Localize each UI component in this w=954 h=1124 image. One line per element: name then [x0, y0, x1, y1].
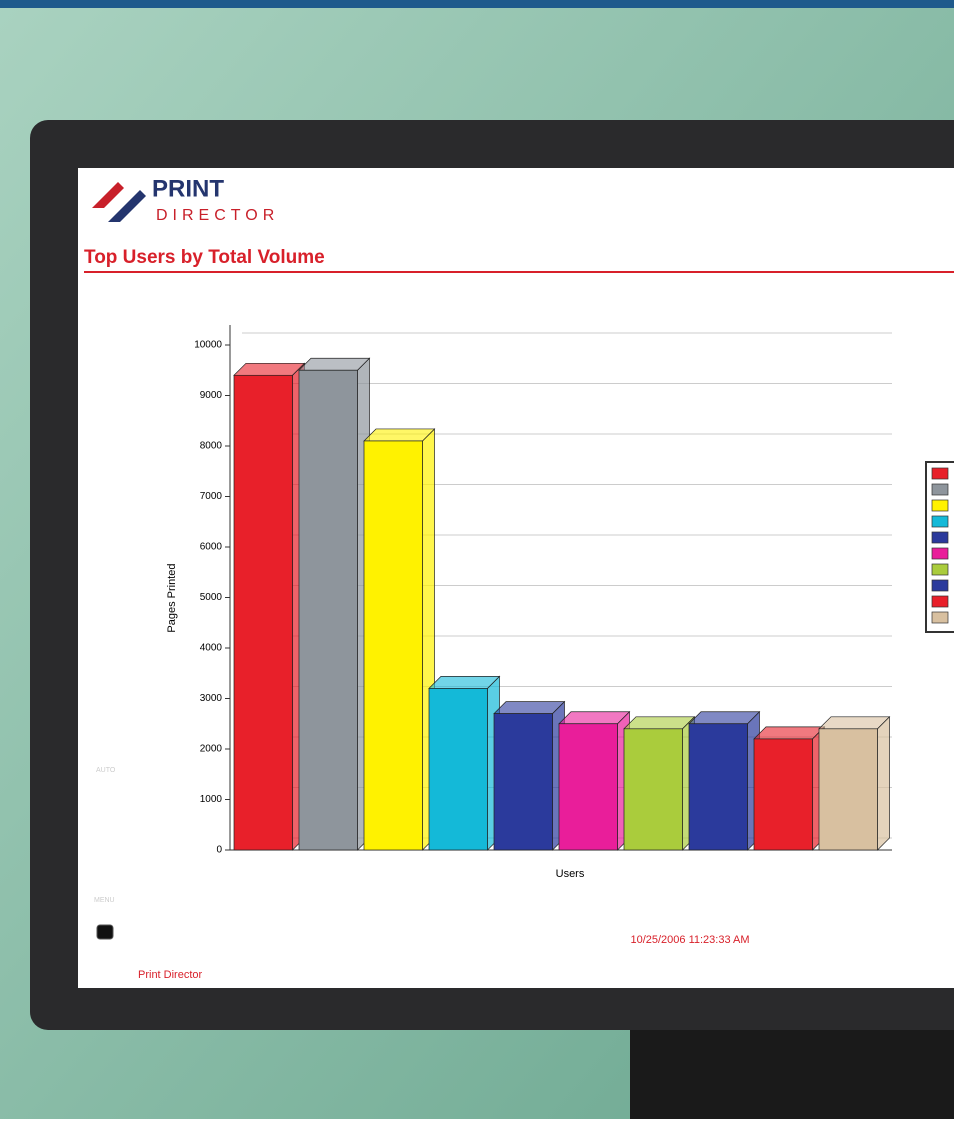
bar [819, 729, 878, 850]
y-tick-label: 5000 [200, 592, 223, 603]
bar [364, 441, 423, 850]
monitor-button-label: AUTO [96, 767, 116, 774]
y-tick-label: 0 [216, 845, 222, 856]
y-tick-label: 8000 [200, 441, 223, 452]
page: AUTO MENU PRINT DIRECTOR Top Users by To… [0, 0, 954, 1119]
y-axis-label: Pages Printed [166, 563, 178, 632]
brand-bottom: DIRECTOR [156, 207, 279, 224]
legend-swatch [932, 468, 948, 479]
legend-swatch [932, 612, 948, 623]
y-tick-label: 7000 [200, 491, 223, 502]
legend-swatch [932, 532, 948, 543]
bar [624, 729, 683, 850]
bar-top [429, 676, 500, 688]
bar-top [689, 712, 760, 724]
bar-top [754, 727, 825, 739]
y-tick-label: 1000 [200, 794, 223, 805]
top-bar [0, 0, 954, 8]
legend-swatch [932, 596, 948, 607]
bar [754, 739, 813, 850]
brand-top: PRINT [152, 175, 224, 202]
legend-swatch [932, 516, 948, 527]
company: Print Director [138, 969, 203, 981]
bar-top [299, 358, 370, 370]
y-tick-label: 9000 [200, 390, 223, 401]
timestamp: 10/25/2006 11:23:33 AM [630, 934, 749, 946]
legend-swatch [932, 484, 948, 495]
legend-swatch [932, 580, 948, 591]
bar [299, 370, 358, 850]
screen [78, 168, 954, 988]
legend-swatch [932, 500, 948, 511]
bar-top [494, 702, 565, 714]
legend-swatch [932, 564, 948, 575]
bar [689, 724, 748, 850]
y-tick-label: 2000 [200, 744, 223, 755]
legend-swatch [932, 548, 948, 559]
y-tick-label: 4000 [200, 643, 223, 654]
bar-top [819, 717, 890, 729]
bar-top [364, 429, 435, 441]
scene: AUTO MENU PRINT DIRECTOR Top Users by To… [0, 0, 954, 1119]
bar [494, 714, 553, 850]
chart-title: Top Users by Total Volume [84, 247, 325, 268]
monitor-button-label: MENU [94, 897, 115, 904]
bar-top [559, 712, 630, 724]
y-tick-label: 3000 [200, 693, 223, 704]
bar-top [624, 717, 695, 729]
x-axis-label: Users [556, 868, 585, 880]
bar [559, 724, 618, 850]
y-tick-label: 10000 [194, 340, 222, 351]
bar [234, 375, 293, 850]
bar-top [234, 363, 305, 375]
power-button[interactable] [97, 925, 113, 939]
bar-side [878, 717, 890, 850]
y-tick-label: 6000 [200, 542, 223, 553]
bar [429, 688, 488, 850]
